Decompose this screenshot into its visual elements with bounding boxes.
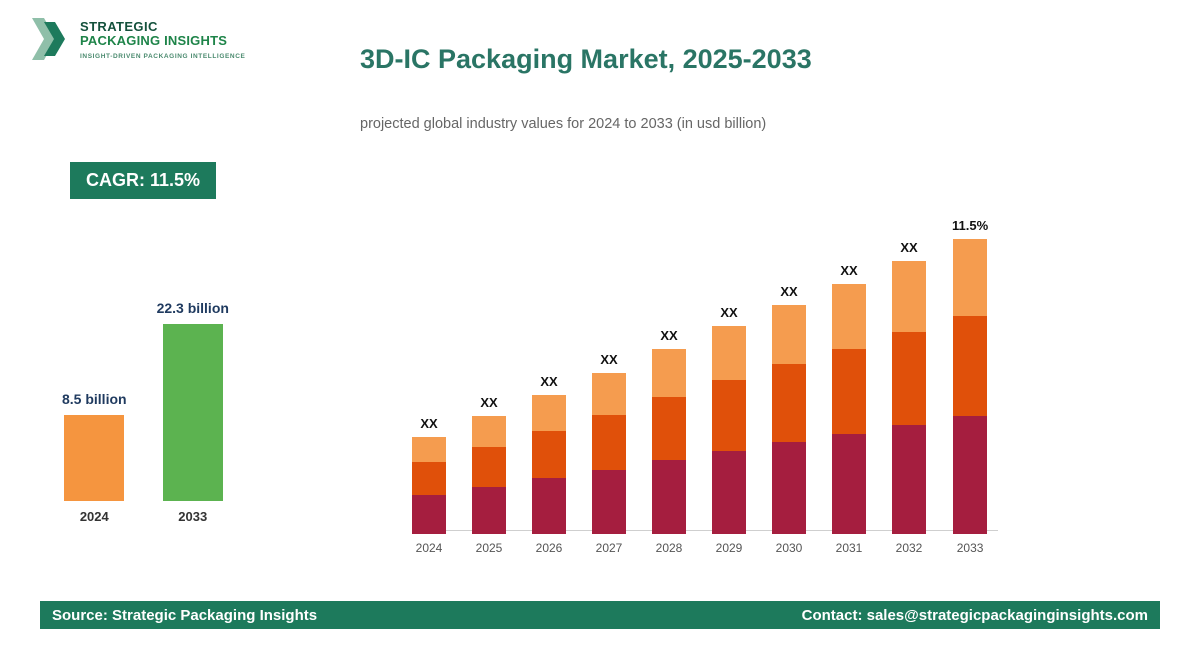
segment-bottom-2027	[592, 470, 626, 534]
logo: STRATEGIC PACKAGING INSIGHTS INSIGHT-DRI…	[30, 16, 245, 62]
segment-bottom-2030	[772, 442, 806, 534]
stacked-bar-rect	[772, 305, 806, 534]
segment-bottom-2025	[472, 487, 506, 534]
segment-middle-2029	[712, 380, 746, 451]
stacked-bar-year-label: 2025	[475, 541, 503, 555]
stacked-bar-year-label: 2033	[956, 541, 984, 555]
chevron-logo-icon	[32, 18, 65, 60]
segment-middle-2027	[592, 415, 626, 470]
logo-text: STRATEGIC PACKAGING INSIGHTS INSIGHT-DRI…	[80, 16, 245, 61]
segment-top-2027	[592, 373, 626, 415]
segment-middle-2030	[772, 364, 806, 442]
stacked-bar-value-label: XX	[840, 263, 858, 278]
stacked-bar-value-label: XX	[540, 374, 558, 389]
stacked-bar-2030: XX 2030	[772, 284, 806, 555]
stacked-bar-rect	[953, 239, 988, 534]
mini-bar-2033: 22.3 billion 2033	[157, 300, 229, 524]
stacked-bar-rect	[472, 416, 506, 534]
segment-top-2028	[652, 349, 686, 397]
mini-bar-value-label: 22.3 billion	[156, 300, 229, 316]
segment-middle-2028	[652, 397, 686, 460]
stacked-bar-rect	[652, 349, 686, 534]
segment-bottom-2033	[953, 416, 988, 534]
segment-top-2033	[953, 239, 988, 316]
stacked-bar-2026: XX 2026	[532, 374, 566, 555]
segment-top-2030	[772, 305, 806, 364]
stacked-bar-year-label: 2031	[835, 541, 863, 555]
stacked-bar-year-label: 2029	[715, 541, 743, 555]
segment-top-2025	[472, 416, 506, 447]
mini-bar-year-label: 2033	[178, 509, 208, 524]
stacked-bar-rect	[532, 395, 566, 534]
mini-bar-2024: 8.5 billion 2024	[62, 391, 127, 524]
stacked-bar-value-label: 11.5%	[952, 218, 989, 233]
stacked-bar-year-label: 2028	[655, 541, 683, 555]
segment-bottom-2026	[532, 478, 566, 534]
segment-bottom-2032	[892, 425, 926, 534]
segment-top-2026	[532, 395, 566, 431]
page-title: 3D-IC Packaging Market, 2025-2033	[360, 44, 812, 74]
cagr-badge: CAGR: 11.5%	[70, 162, 217, 199]
stacked-chart: XX 2024 XX 2025 XX 2026 XX 2027 XX 2028 XX 2029 XX 20…	[412, 200, 998, 555]
segment-middle-2032	[892, 332, 926, 425]
segment-middle-2026	[532, 431, 566, 478]
segment-top-2032	[892, 261, 926, 332]
mini-bar-value-label: 8.5 billion	[62, 391, 127, 407]
mini-bar-year-label: 2024	[79, 509, 109, 524]
segment-bottom-2024	[412, 495, 446, 534]
footer-contact: Contact: sales@strategicpackaginginsight…	[801, 606, 1148, 624]
stacked-bar-value-label: XX	[900, 240, 918, 255]
stacked-bar-value-label: XX	[600, 352, 618, 367]
page-subtitle: projected global industry values for 202…	[360, 116, 767, 132]
segment-top-2031	[832, 284, 866, 349]
logo-tagline: INSIGHT-DRIVEN PACKAGING INTELLIGENCE	[80, 53, 246, 61]
x-axis-line	[412, 530, 998, 531]
mini-bar-rect	[162, 324, 223, 501]
stacked-bar-2028: XX 2028	[652, 328, 686, 555]
stacked-chart-bars: XX 2024 XX 2025 XX 2026 XX 2027 XX 2028 XX 2029 XX 20…	[412, 218, 998, 555]
stacked-bar-year-label: 2024	[415, 541, 443, 555]
stacked-bar-value-label: XX	[420, 416, 438, 431]
stacked-bar-2029: XX 2029	[712, 305, 746, 555]
stacked-bar-rect	[892, 261, 926, 534]
mini-chart: 8.5 billion 2024 22.3 billion 2033	[62, 300, 229, 524]
stacked-bar-2024: XX 2024	[412, 416, 446, 555]
segment-bottom-2031	[832, 434, 866, 534]
stacked-bar-2033: 11.5% 2033	[952, 218, 988, 555]
stacked-bar-rect	[412, 437, 446, 534]
segment-bottom-2029	[712, 451, 746, 534]
stacked-bar-year-label: 2032	[895, 541, 923, 555]
stacked-bar-2031: XX 2031	[832, 263, 866, 555]
segment-top-2029	[712, 326, 746, 380]
stacked-bar-2032: XX 2032	[892, 240, 926, 555]
stacked-bar-value-label: XX	[780, 284, 798, 299]
segment-middle-2031	[832, 349, 866, 434]
stacked-bar-2025: XX 2025	[472, 395, 506, 555]
stacked-bar-rect	[712, 326, 746, 534]
stacked-bar-year-label: 2030	[775, 541, 803, 555]
stacked-bar-2027: XX 2027	[592, 352, 626, 555]
footer-bar: Source: Strategic Packaging Insights Con…	[40, 601, 1160, 629]
stacked-bar-year-label: 2027	[595, 541, 623, 555]
stacked-bar-rect	[592, 373, 626, 534]
segment-bottom-2028	[652, 460, 686, 534]
segment-middle-2033	[953, 316, 988, 416]
segment-middle-2024	[412, 462, 446, 495]
logo-line2: PACKAGING INSIGHTS	[80, 32, 228, 48]
segment-middle-2025	[472, 447, 506, 487]
stacked-bar-rect	[832, 284, 866, 534]
segment-top-2024	[412, 437, 446, 462]
logo-line1: STRATEGIC	[80, 19, 158, 34]
footer-source: Source: Strategic Packaging Insights	[52, 606, 318, 624]
stacked-bar-year-label: 2026	[535, 541, 563, 555]
mini-bar-rect	[64, 415, 125, 501]
stacked-bar-value-label: XX	[720, 305, 738, 320]
stacked-bar-value-label: XX	[480, 395, 498, 410]
stacked-bar-value-label: XX	[660, 328, 678, 343]
